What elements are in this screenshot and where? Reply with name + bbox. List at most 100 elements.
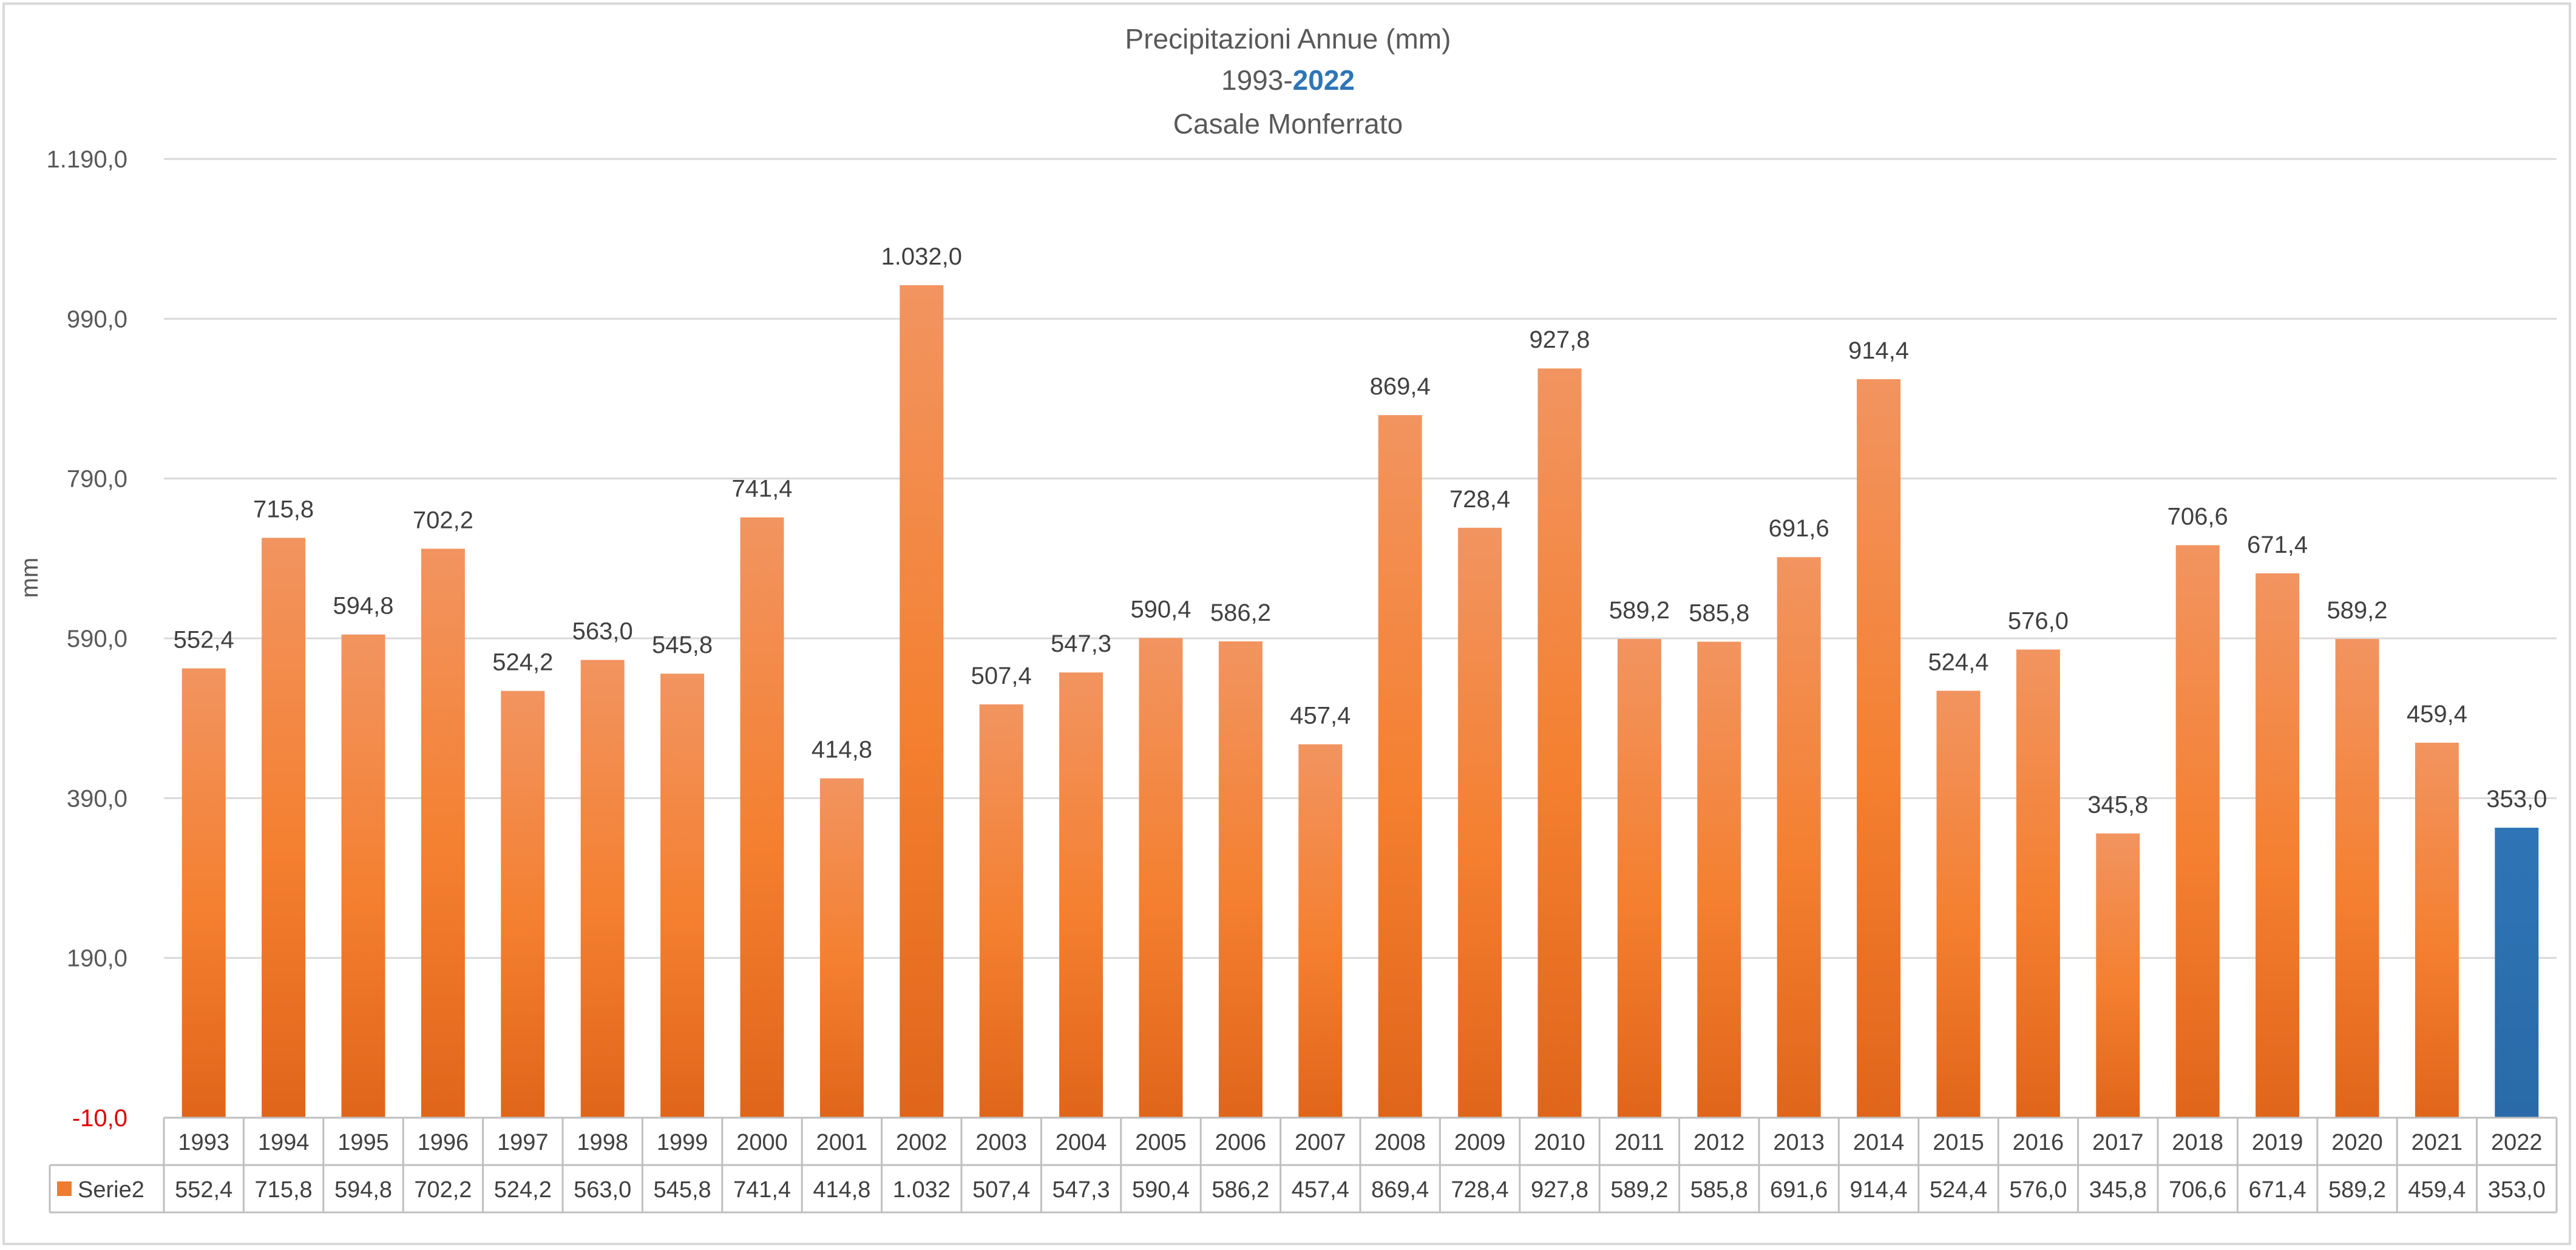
table-value: 671,4 — [2249, 1177, 2307, 1203]
category-label: 2004 — [1056, 1130, 1107, 1155]
data-label: 589,2 — [2327, 597, 2387, 624]
category-label: 2013 — [1773, 1130, 1825, 1155]
category-label: 1994 — [258, 1130, 310, 1155]
table-value: 927,8 — [1531, 1177, 1588, 1203]
data-label: 552,4 — [174, 627, 234, 654]
chart-title: Precipitazioni Annue (mm) 1993-2022 Casa… — [1125, 23, 1451, 140]
table-value: 589,2 — [2328, 1177, 2386, 1203]
data-label: 585,8 — [1689, 600, 1749, 627]
bar — [421, 549, 465, 1118]
table-value: 576,0 — [2009, 1177, 2067, 1203]
bar — [900, 285, 944, 1118]
bar — [2175, 545, 2220, 1118]
category-label: 2011 — [1615, 1130, 1664, 1155]
data-label: 594,8 — [333, 593, 393, 620]
data-label: 459,4 — [2407, 701, 2467, 728]
category-label: 2020 — [2331, 1130, 2383, 1155]
table-value: 715,8 — [255, 1177, 313, 1203]
data-label: 507,4 — [971, 663, 1032, 689]
table-value: 563,0 — [574, 1177, 631, 1203]
y-tick-label: 1.190,0 — [47, 146, 127, 173]
bar — [2335, 639, 2379, 1118]
category-label: 2001 — [816, 1130, 868, 1155]
data-label: 671,4 — [2247, 532, 2308, 558]
category-label: 2017 — [2092, 1130, 2144, 1155]
category-label: 2009 — [1454, 1130, 1506, 1155]
table-value: 590,4 — [1132, 1177, 1190, 1203]
bar — [1537, 368, 1582, 1118]
y-axis-ticks: -10,0 190,0 390,0 590,0 790,0 990,0 1.190,0 — [47, 146, 127, 1132]
bar — [2495, 828, 2539, 1118]
data-label: 586,2 — [1210, 600, 1271, 626]
data-label: 547,3 — [1051, 630, 1111, 657]
y-axis-label: mm — [16, 558, 43, 598]
data-label: 414,8 — [812, 737, 872, 763]
data-label: 545,8 — [652, 632, 713, 658]
category-label: 2007 — [1295, 1130, 1346, 1155]
category-label: 1997 — [497, 1130, 549, 1155]
data-labels: 552,4 715,8 594,8 702,2 524,2 563,0 545,8 741,4… — [174, 243, 2547, 818]
category-label: 1999 — [657, 1130, 708, 1155]
category-label: 1995 — [337, 1130, 389, 1155]
category-label: 2015 — [1933, 1130, 1984, 1155]
data-label: 353,0 — [2486, 786, 2547, 812]
table-value: 552,4 — [175, 1177, 232, 1203]
category-label: 2005 — [1135, 1130, 1187, 1155]
table-value: 547,3 — [1052, 1177, 1110, 1203]
bars — [181, 285, 2539, 1118]
table-value: 691,6 — [1770, 1177, 1828, 1203]
bar — [181, 668, 226, 1118]
bar — [1059, 672, 1103, 1118]
data-label: 590,4 — [1130, 596, 1191, 623]
category-label: 1996 — [418, 1130, 469, 1155]
y-tick-label: 990,0 — [67, 306, 127, 333]
bar — [740, 517, 784, 1118]
table-value: 507,4 — [972, 1177, 1030, 1203]
data-label: 691,6 — [1769, 515, 1829, 542]
bar — [1857, 379, 1901, 1118]
table-value: 545,8 — [654, 1177, 711, 1203]
bar — [1458, 527, 1502, 1118]
data-label: 576,0 — [2008, 607, 2069, 634]
category-label: 2003 — [975, 1130, 1027, 1155]
data-label: 715,8 — [253, 496, 314, 522]
data-label: 927,8 — [1529, 326, 1590, 353]
y-tick-label: 590,0 — [67, 626, 127, 652]
bar — [1139, 638, 1183, 1118]
bar — [819, 778, 864, 1118]
category-label: 2006 — [1215, 1130, 1267, 1155]
subtitle-prefix: 1993- — [1221, 64, 1293, 96]
bar — [2096, 833, 2140, 1118]
category-label: 2002 — [896, 1130, 947, 1155]
data-label: 728,4 — [1449, 486, 1510, 513]
bar — [979, 704, 1023, 1118]
category-label: 2021 — [2412, 1130, 2463, 1155]
data-label: 869,4 — [1370, 373, 1431, 400]
table-value: 457,4 — [1292, 1177, 1349, 1203]
category-label: 2012 — [1693, 1130, 1745, 1155]
y-tick-label: -10,0 — [72, 1105, 127, 1132]
category-label: 1998 — [577, 1130, 628, 1155]
title: Precipitazioni Annue (mm) — [1125, 23, 1451, 55]
table-value: 728,4 — [1451, 1177, 1509, 1203]
category-label: 2008 — [1374, 1130, 1426, 1155]
table-value: 524,2 — [494, 1177, 552, 1203]
bar — [1617, 639, 1661, 1118]
category-label: 2000 — [736, 1130, 788, 1155]
bar — [660, 674, 705, 1118]
bar — [1218, 641, 1263, 1118]
data-label: 706,6 — [2168, 503, 2228, 530]
category-label: 2014 — [1853, 1130, 1905, 1155]
table-value: 459,4 — [2408, 1177, 2466, 1203]
y-tick-label: 390,0 — [67, 785, 127, 812]
table-value: 1.032 — [893, 1177, 951, 1203]
data-label: 563,0 — [572, 618, 633, 645]
table-value: 353,0 — [2488, 1177, 2546, 1203]
y-tick-label: 790,0 — [67, 466, 127, 493]
bar — [2016, 649, 2060, 1118]
table-value: 702,2 — [414, 1177, 472, 1203]
table-value: 741,4 — [733, 1177, 791, 1203]
category-label: 2022 — [2491, 1130, 2543, 1155]
bar — [341, 634, 385, 1118]
